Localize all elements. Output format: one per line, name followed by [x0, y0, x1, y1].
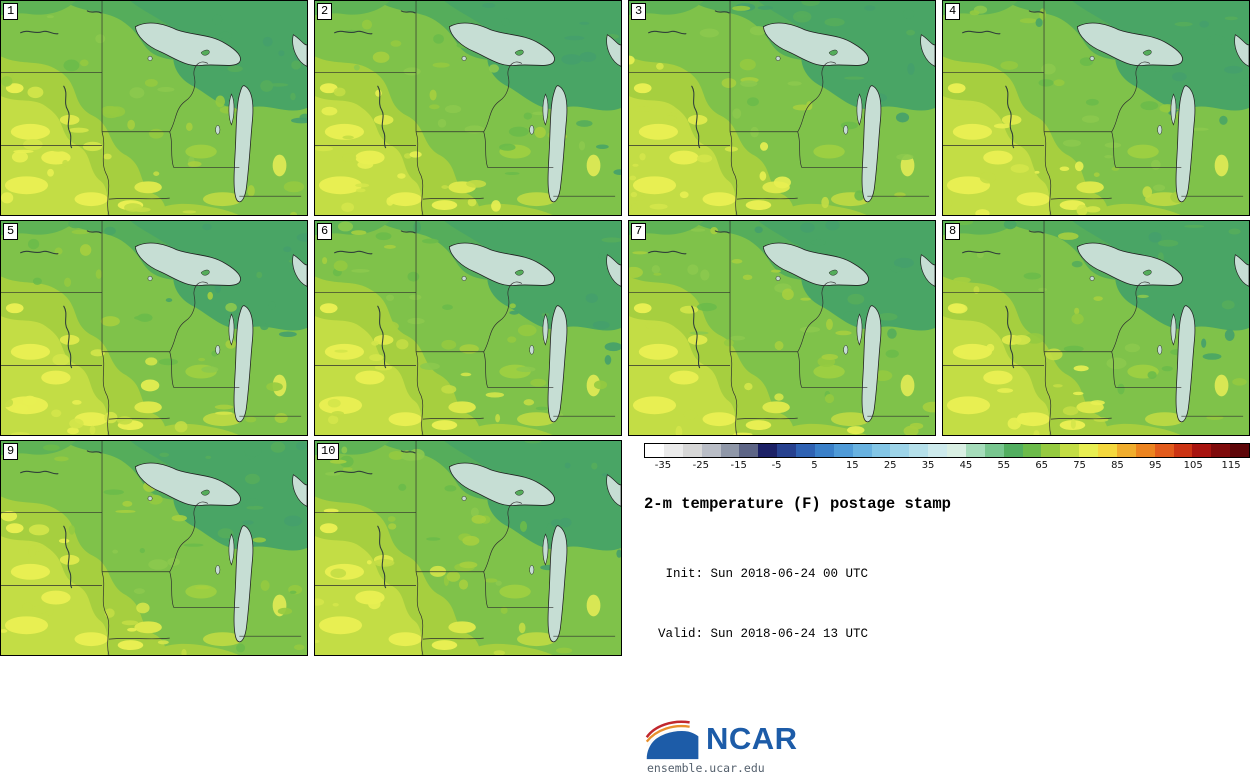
- site-url: ensemble.ucar.edu: [647, 761, 765, 775]
- colorbar-segment: [833, 444, 853, 457]
- ensemble-panel: 3: [628, 0, 936, 216]
- colorbar-segment: [720, 444, 740, 457]
- ncar-logo-mark: [645, 720, 699, 760]
- colorbar-segment: [1135, 444, 1155, 457]
- ensemble-panel: 10: [314, 440, 622, 656]
- colorbar-tick-label: 5: [811, 460, 818, 471]
- colorbar-tick-label: -35: [654, 460, 672, 471]
- colorbar-segment: [1211, 444, 1231, 457]
- colorbar-tick-label: 75: [1073, 460, 1086, 471]
- temperature-map: [1, 221, 307, 435]
- member-number-label: 2: [317, 3, 333, 20]
- colorbar-segment: [1192, 444, 1212, 457]
- colorbar-tick-label: -25: [692, 460, 709, 471]
- colorbar-segment: [890, 444, 910, 457]
- colorbar-tick-label: 55: [997, 460, 1011, 471]
- valid-time: Valid: Sun 2018-06-24 13 UTC: [658, 627, 869, 641]
- member-number-label: 1: [3, 3, 19, 20]
- colorbar-tick-label: -5: [771, 460, 782, 471]
- member-number-label: 10: [317, 443, 340, 460]
- ensemble-panel: 9: [0, 440, 308, 656]
- member-number-label: 8: [945, 223, 961, 240]
- colorbar-segment: [1060, 444, 1080, 457]
- colorbar-segment: [1116, 444, 1136, 457]
- temperature-map: [315, 1, 621, 215]
- colorbar-segment: [758, 444, 778, 457]
- ensemble-panel: 5: [0, 220, 308, 436]
- member-number-label: 5: [3, 223, 19, 240]
- legend-area: -35 -25 -15 -5 5 15 25 35 45 55 65 75 85 95 105 115 2-m…: [628, 440, 1250, 775]
- colorbar-segment: [852, 444, 872, 457]
- colorbar-segment: [1230, 444, 1249, 457]
- colorbar-segment: [984, 444, 1004, 457]
- colorbar-segment: [871, 444, 891, 457]
- colorbar-tick-label: 85: [1111, 460, 1124, 471]
- colorbar-segment: [1173, 444, 1193, 457]
- colorbar-tick-labels: -35 -25 -15 -5 5 15 25 35 45 55 65 75 85 95 105 115: [644, 458, 1250, 473]
- colorbar-tick-label: 15: [845, 460, 859, 471]
- colorbar-tick-label: 65: [1035, 460, 1049, 471]
- colorbar-segment: [663, 444, 683, 457]
- member-number-label: 9: [3, 443, 19, 460]
- temperature-map: [629, 221, 935, 435]
- colorbar-segment: [796, 444, 815, 457]
- ensemble-panel: 6: [314, 220, 622, 436]
- temperature-contour-speckles: [315, 2, 621, 213]
- temperature-map: [1, 1, 307, 215]
- colorbar-segment: [645, 444, 664, 457]
- ensemble-panel: 7: [628, 220, 936, 436]
- ncar-logo: NCAR: [644, 718, 1250, 760]
- member-number-label: 7: [631, 223, 647, 240]
- colorbar-segment: [777, 444, 796, 457]
- colorbar-segment: [814, 444, 834, 457]
- colorbar-segment: [1079, 444, 1098, 457]
- temperature-map: [629, 1, 935, 215]
- member-number-label: 4: [945, 3, 961, 20]
- temperature-map: [943, 1, 1249, 215]
- colorbar-segment: [1154, 444, 1174, 457]
- colorbar-segment: [1003, 444, 1023, 457]
- ensemble-panel: 1: [0, 0, 308, 216]
- colorbar-segment: [947, 444, 966, 457]
- member-number-label: 3: [631, 3, 647, 20]
- colorbar-segment: [1041, 444, 1061, 457]
- temperature-map: [315, 221, 621, 435]
- init-time: Init: Sun 2018-06-24 00 UTC: [658, 567, 869, 581]
- colorbar-tick-label: 25: [883, 460, 897, 471]
- temperature-contour-speckles: [1, 14, 307, 215]
- temperature-map: [943, 221, 1249, 435]
- ncar-logo-text: NCAR: [706, 721, 798, 756]
- colorbar-tick-label: 95: [1148, 460, 1162, 471]
- temperature-contour-speckles: [943, 1, 1249, 215]
- colorbar-tick-label: -15: [730, 460, 747, 471]
- temperature-map: [315, 441, 621, 655]
- plot-title: 2-m temperature (F) postage stamp: [644, 495, 951, 513]
- temperature-map: [1, 441, 307, 655]
- ensemble-panel: 8: [942, 220, 1250, 436]
- ensemble-panel: 2: [314, 0, 622, 216]
- colorbar-tick-label: 115: [1221, 460, 1241, 471]
- colorbar-segment: [909, 444, 929, 457]
- colorbar-segment: [1022, 444, 1042, 457]
- colorbar-segment: [965, 444, 985, 457]
- temperature-contour-speckles: [950, 221, 1247, 435]
- member-number-label: 6: [317, 223, 333, 240]
- colorbar-segment: [1098, 444, 1117, 457]
- time-info: Init: Sun 2018-06-24 00 UTC Valid: Sun 2…: [658, 524, 1250, 684]
- colorbar-wrap: -35 -25 -15 -5 5 15 25 35 45 55 65 75 85 95 105 115: [644, 443, 1250, 473]
- colorbar-tick-label: 45: [959, 460, 973, 471]
- temperature-contour-speckles: [322, 221, 621, 425]
- colorbar-segment: [928, 444, 947, 457]
- colorbar-segment: [682, 444, 702, 457]
- colorbar-segment: [701, 444, 721, 457]
- colorbar-segment: [739, 444, 759, 457]
- ensemble-panel: 4: [942, 0, 1250, 216]
- colorbar-tick-label: 105: [1183, 460, 1203, 471]
- colorbar: [644, 443, 1250, 458]
- colorbar-tick-label: 35: [921, 460, 935, 471]
